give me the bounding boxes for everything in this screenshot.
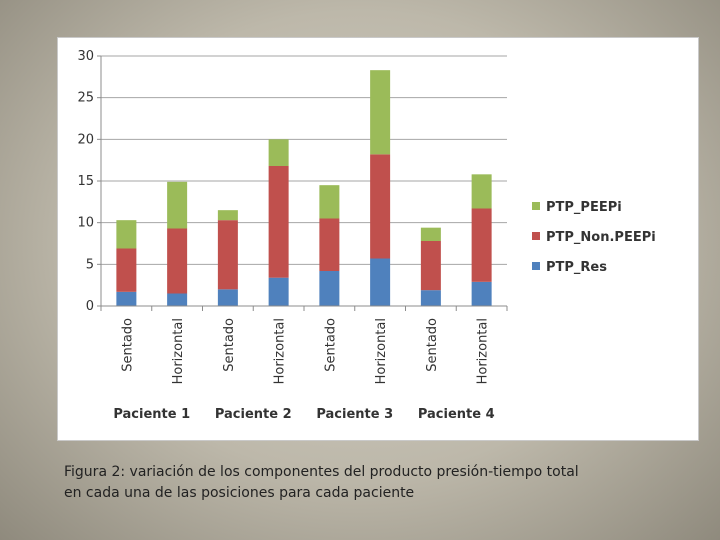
bar-segment-PTP_Res-8: [471, 281, 492, 306]
legend-label-PTP_PEEPi: PTP_PEEPi: [546, 200, 622, 215]
category-label-8: Horizontal: [476, 318, 491, 384]
group-label-2: Paciente 2: [215, 407, 292, 422]
y-tick-label-5: 5: [86, 257, 94, 272]
group-label-1: Paciente 1: [113, 407, 190, 422]
y-tick-label-0: 0: [86, 299, 94, 314]
bar-segment-PTP_PEEPi-6: [370, 70, 391, 155]
bar-segment-PTP_Non.PEEPi-5: [319, 218, 340, 271]
bar-segment-PTP_Non.PEEPi-2: [167, 228, 188, 294]
bar-segment-PTP_Non.PEEPi-1: [116, 248, 137, 292]
figure-caption: Figura 2: variación de los componentes d…: [64, 462, 664, 504]
bar-segment-PTP_PEEPi-7: [420, 227, 441, 241]
legend-swatch-PTP_Non.PEEPi: [532, 232, 540, 240]
bar-segment-PTP_Res-6: [370, 258, 391, 306]
caption-line-2: en cada una de las posiciones para cada …: [64, 485, 415, 501]
bar-segment-PTP_PEEPi-3: [217, 210, 238, 221]
legend-label-PTP_Res: PTP_Res: [546, 260, 607, 275]
group-label-3: Paciente 3: [316, 407, 393, 422]
bar-segment-PTP_Non.PEEPi-6: [370, 154, 391, 259]
category-label-2: Horizontal: [171, 318, 186, 384]
bar-segment-PTP_PEEPi-5: [319, 185, 340, 219]
bar-segment-PTP_Res-7: [420, 290, 441, 306]
bar-segment-PTP_PEEPi-8: [471, 174, 492, 209]
y-tick-label-30: 30: [77, 49, 94, 64]
bar-segment-PTP_PEEPi-1: [116, 220, 137, 249]
y-tick-label-10: 10: [77, 216, 94, 231]
bar-segment-PTP_Res-4: [268, 277, 289, 306]
legend-swatch-PTP_PEEPi: [532, 202, 540, 210]
bar-segment-PTP_Res-3: [217, 289, 238, 306]
legend-label-PTP_Non.PEEPi: PTP_Non.PEEPi: [546, 230, 656, 245]
bar-segment-PTP_Res-2: [167, 293, 188, 306]
bar-segment-PTP_PEEPi-4: [268, 139, 289, 166]
caption-line-1: Figura 2: variación de los componentes d…: [64, 464, 579, 480]
category-label-5: Sentado: [323, 318, 338, 372]
y-tick-label-15: 15: [77, 174, 94, 189]
bar-segment-PTP_Non.PEEPi-8: [471, 208, 492, 282]
category-label-7: Sentado: [425, 318, 440, 372]
category-label-6: Horizontal: [374, 318, 389, 384]
y-tick-label-20: 20: [77, 132, 94, 147]
group-label-4: Paciente 4: [418, 407, 495, 422]
stacked-bar-chart: 0 5 10 15 20 25 30 Sentado Horizontal Sentado Hori…: [77, 49, 656, 422]
bar-segment-PTP_Non.PEEPi-4: [268, 166, 289, 278]
chart-panel: 0 5 10 15 20 25 30 Sentado Horizontal Sentado Hori…: [57, 37, 699, 441]
category-label-4: Horizontal: [273, 318, 288, 384]
bar-segment-PTP_Non.PEEPi-7: [420, 241, 441, 291]
category-label-3: Sentado: [222, 318, 237, 372]
y-tick-label-25: 25: [77, 91, 94, 106]
bar-segment-PTP_Non.PEEPi-3: [217, 220, 238, 290]
bar-segment-PTP_Res-1: [116, 291, 137, 306]
category-label-1: Sentado: [120, 318, 135, 372]
legend-swatch-PTP_Res: [532, 262, 540, 270]
bar-segment-PTP_Res-5: [319, 271, 340, 306]
bar-segment-PTP_PEEPi-2: [167, 181, 188, 229]
